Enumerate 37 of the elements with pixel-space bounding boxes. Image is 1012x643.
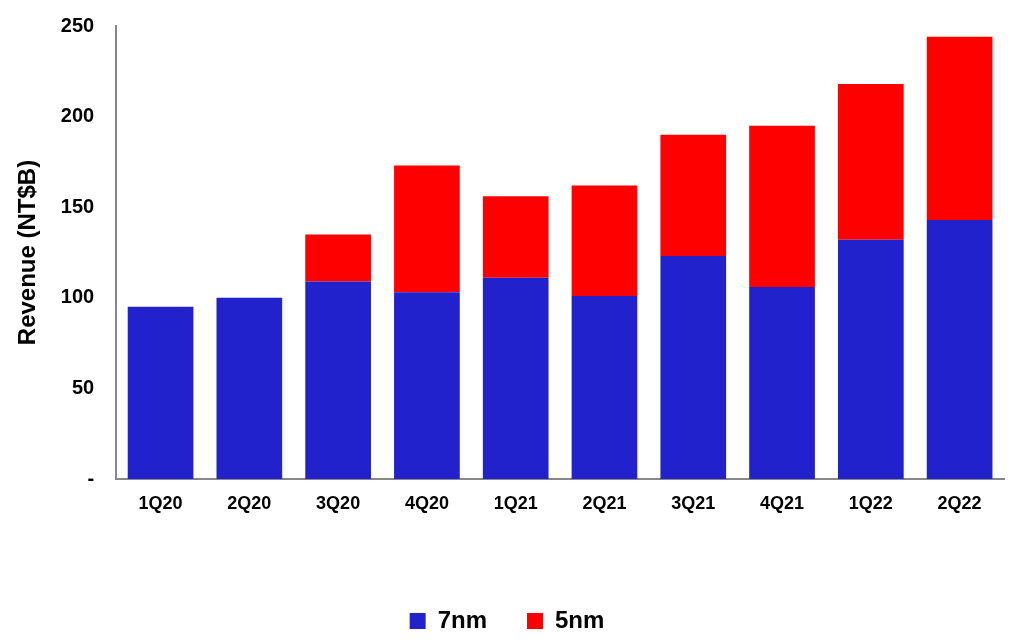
y-tick-label: - (87, 466, 95, 489)
legend-label: 5nm (555, 605, 605, 633)
x-tick-label: 2Q21 (582, 492, 627, 513)
x-tick-label: 2Q20 (227, 492, 272, 513)
bar (305, 234, 371, 282)
x-tick-label: 2Q22 (937, 492, 982, 513)
x-tick-label: 1Q21 (493, 492, 538, 513)
x-tick-label: 3Q20 (316, 492, 361, 513)
bar (571, 295, 638, 479)
bar (394, 165, 460, 293)
y-tick-label: 150 (60, 194, 95, 217)
bar (571, 185, 638, 296)
y-tick-label: 250 (60, 13, 95, 36)
bar (837, 83, 904, 240)
bar (394, 292, 460, 479)
bar (837, 239, 904, 479)
bar (305, 281, 371, 479)
bar (660, 134, 727, 257)
bar (482, 196, 549, 278)
bar (127, 306, 194, 479)
legend-label: 7nm (437, 605, 488, 633)
x-tick-label: 4Q21 (760, 492, 805, 513)
x-tick-label: 4Q20 (404, 492, 449, 513)
bar (926, 219, 993, 479)
bar (749, 125, 815, 287)
bar (482, 277, 549, 479)
x-tick-label: 1Q22 (848, 492, 893, 513)
x-tick-label: 3Q21 (671, 492, 716, 513)
y-axis-title: Revenue (NT$B) (13, 159, 41, 346)
bar (660, 256, 727, 479)
bar (216, 297, 283, 479)
x-tick-label: 1Q20 (138, 492, 183, 513)
y-tick-label: 200 (60, 104, 95, 127)
bar (749, 286, 815, 479)
bar (926, 36, 993, 220)
y-tick-label: 100 (60, 285, 95, 308)
y-tick-label: 50 (71, 375, 95, 398)
